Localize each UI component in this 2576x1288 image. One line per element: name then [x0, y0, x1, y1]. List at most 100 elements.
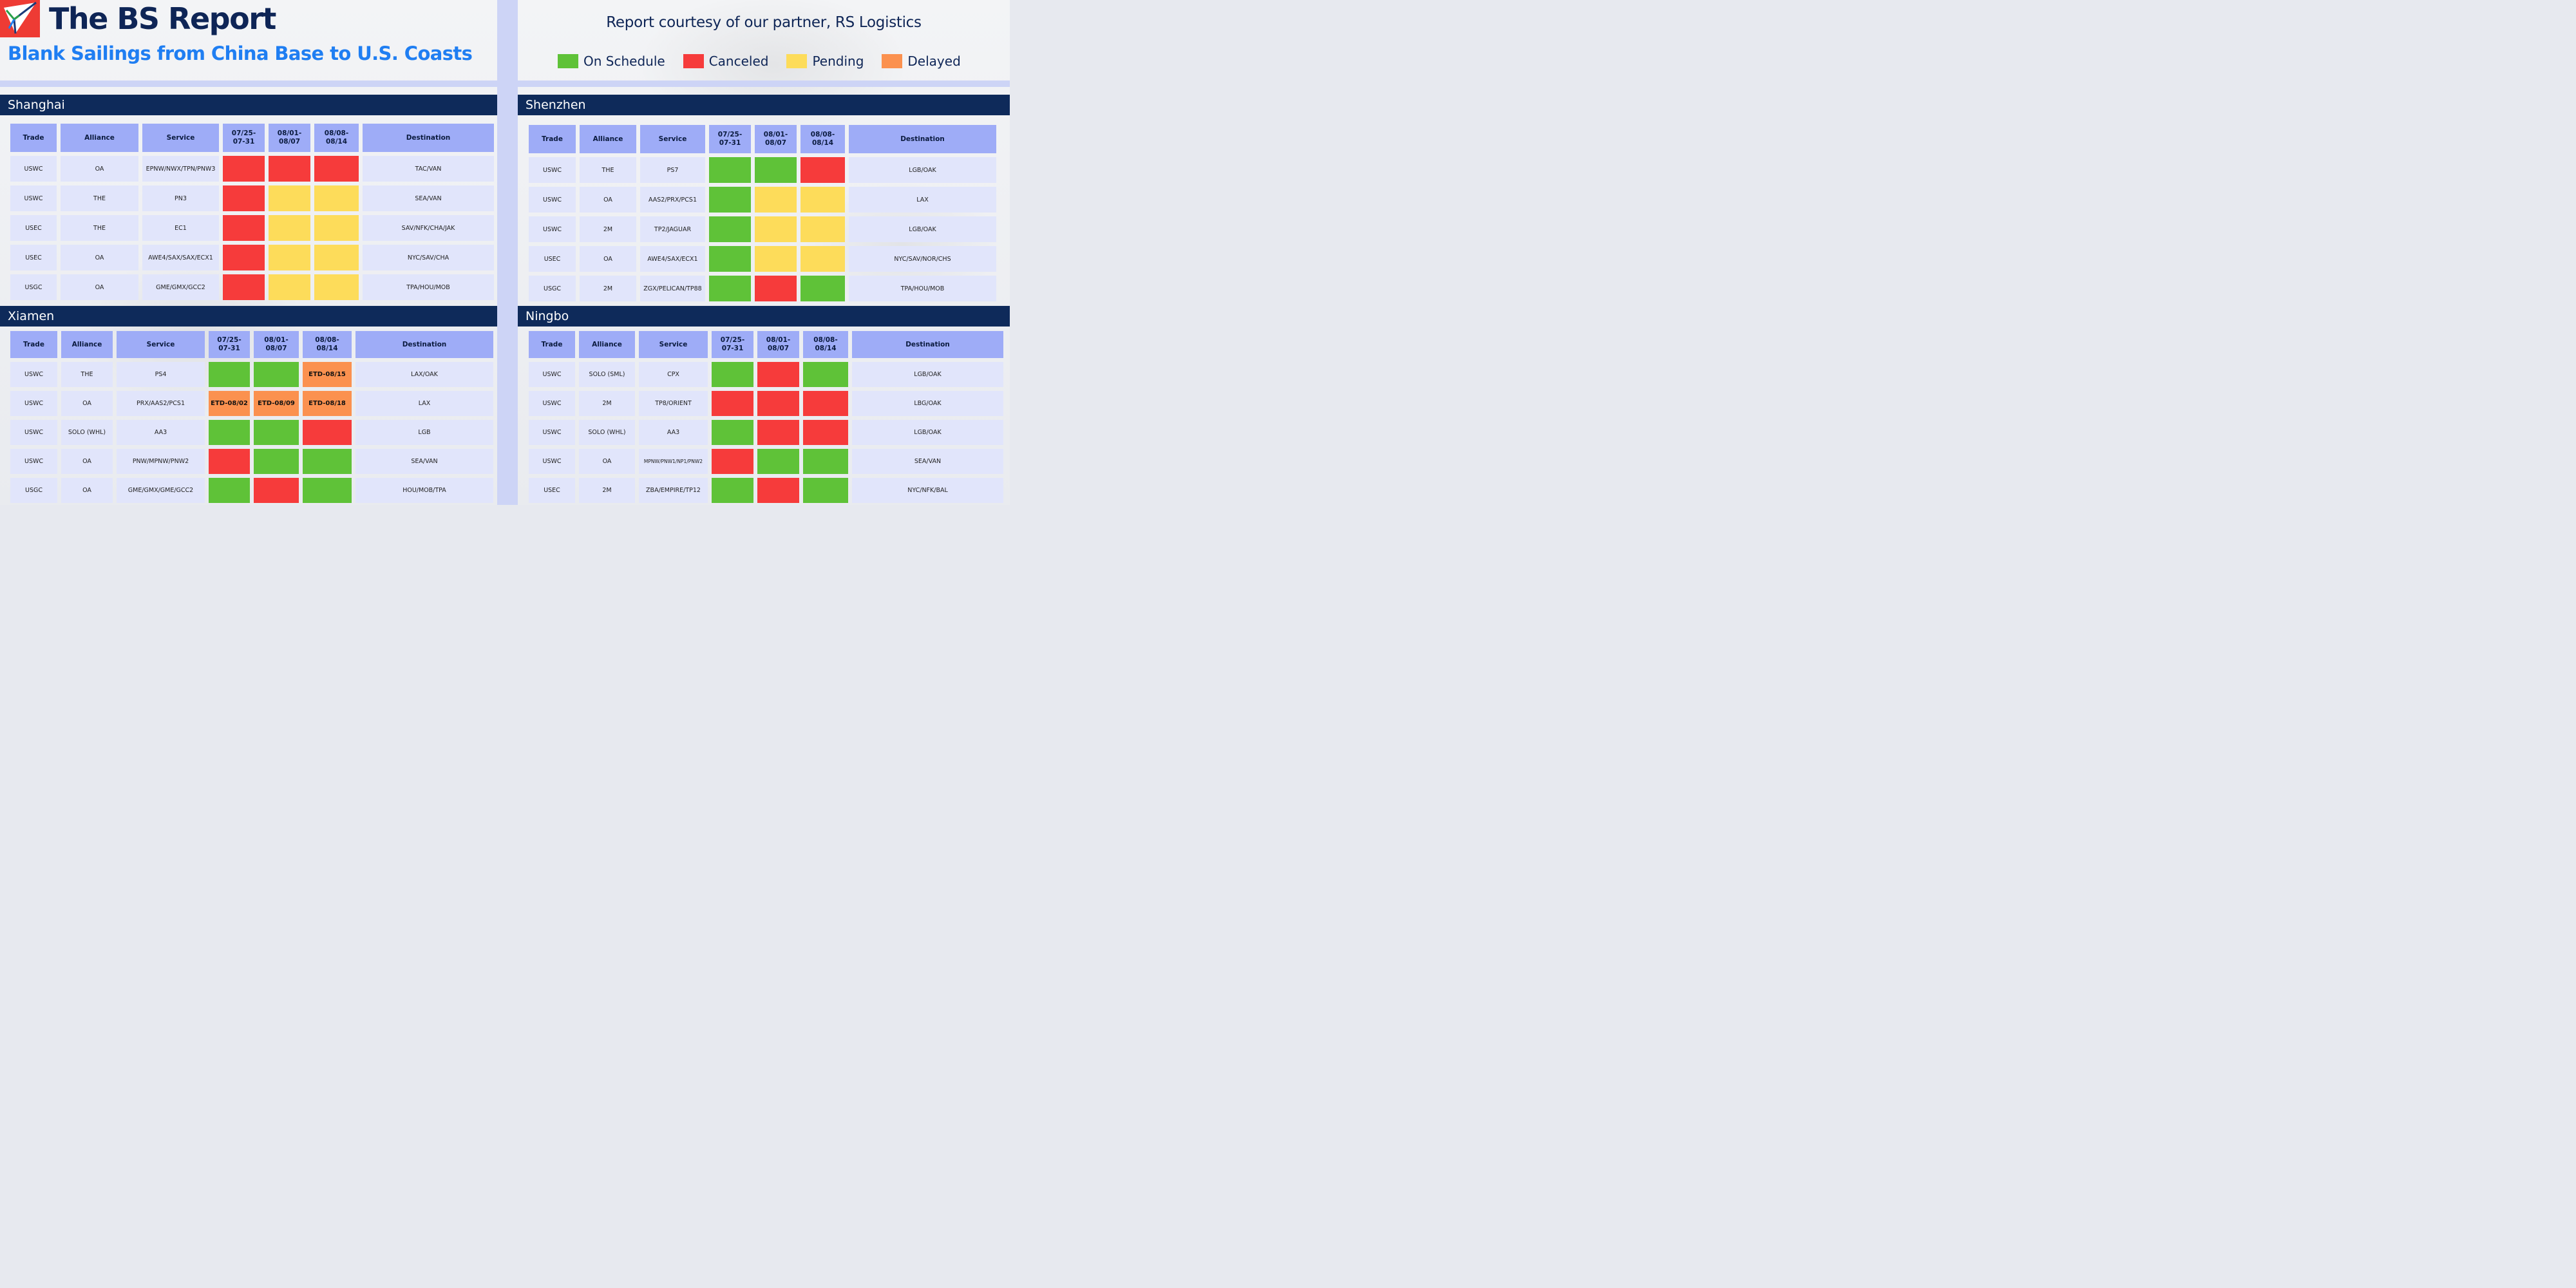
panel-title: Ningbo — [518, 306, 1010, 327]
status-cell — [757, 478, 799, 503]
status-cell — [803, 362, 848, 387]
status-cell — [803, 420, 848, 445]
status-cell — [254, 420, 299, 445]
destination-cell: NYC/SAV/NOR/CHS — [849, 246, 996, 272]
table-row: USWC OA PRX/AAS2/PCS1 ETD-08/02 ETD-08/09 ETD… — [8, 389, 495, 418]
trade-cell: USWC — [529, 449, 575, 474]
alliance-cell: 2M — [580, 216, 636, 242]
destination-cell: SEA/VAN — [852, 449, 1003, 474]
service-cell: GME/GMX/GME/GCC2 — [117, 478, 205, 503]
status-cell — [314, 274, 359, 300]
column-header: 07/25- 07-31 — [712, 331, 753, 358]
table-row: USEC THE EC1 SAV/NFK/CHA/JAK — [8, 213, 496, 243]
column-header: Trade — [529, 125, 576, 153]
status-cell — [709, 276, 751, 301]
legend-swatch — [786, 54, 808, 68]
status-cell — [314, 156, 359, 182]
destination-cell: TAC/VAN — [363, 156, 494, 182]
panel-ningbo: Ningbo Trade Alliance Service 07/25- 07-31 08… — [518, 306, 1010, 505]
status-cell — [223, 215, 265, 241]
status-cell — [803, 391, 848, 416]
destination-cell: TPA/HOU/MOB — [849, 276, 996, 301]
trade-cell: USWC — [10, 420, 57, 445]
blank-sailings-table: Trade Alliance Service 07/25- 07-31 08/01- 0… — [8, 122, 496, 302]
status-cell — [254, 362, 299, 387]
table-row: USWC THE PS7 LGB/OAK — [527, 155, 998, 185]
alliance-cell: THE — [580, 157, 636, 183]
destination-cell: SEA/VAN — [363, 185, 494, 211]
panel-title: Shenzhen — [518, 95, 1010, 115]
table-row: USWC SOLO (SML) CPX LGB/OAK — [527, 360, 1005, 389]
blank-sailings-table: Trade Alliance Service 07/25- 07-31 08/01- 0… — [8, 329, 495, 505]
status-cell — [269, 156, 310, 182]
trade-cell: USWC — [529, 157, 576, 183]
column-header: Destination — [363, 124, 494, 152]
status-cell — [209, 420, 250, 445]
status-cell — [712, 420, 753, 445]
destination-cell: TPA/HOU/MOB — [363, 274, 494, 300]
table-row: USWC 2M TP8/ORIENT LBG/OAK — [527, 389, 1005, 418]
destination-cell: SAV/NFK/CHA/JAK — [363, 215, 494, 241]
legend-label: On Schedule — [583, 53, 665, 69]
service-cell: PNW/MPNW/PNW2 — [117, 449, 205, 474]
status-cell — [209, 449, 250, 474]
alliance-cell: SOLO (WHL) — [579, 420, 635, 445]
service-cell: AWE4/SAX/SAX/ECX1 — [142, 245, 219, 270]
destination-cell: LBG/OAK — [852, 391, 1003, 416]
service-cell: CPX — [639, 362, 708, 387]
status-cell — [223, 274, 265, 300]
status-cell — [269, 245, 310, 270]
legend-swatch — [558, 54, 578, 68]
status-cell — [803, 478, 848, 503]
alliance-cell: OA — [580, 246, 636, 272]
trade-cell: USGC — [10, 274, 57, 300]
alliance-cell: OA — [580, 187, 636, 213]
column-header: 08/08- 08/14 — [800, 125, 845, 153]
column-header: Service — [640, 125, 705, 153]
column-header: Alliance — [579, 331, 635, 358]
destination-cell: LGB/OAK — [849, 157, 996, 183]
trade-cell: USWC — [10, 362, 57, 387]
alliance-cell: THE — [61, 362, 113, 387]
column-header: Service — [639, 331, 708, 358]
alliance-cell: SOLO (WHL) — [61, 420, 113, 445]
status-cell — [712, 478, 753, 503]
legend-item-pen: Pending — [786, 53, 864, 69]
trade-cell: USEC — [10, 215, 57, 241]
column-header: Destination — [852, 331, 1003, 358]
column-header: Destination — [355, 331, 493, 358]
column-header: Service — [142, 124, 219, 152]
trade-cell: USEC — [10, 245, 57, 270]
status-cell — [223, 156, 265, 182]
status-cell: ETD-08/15 — [303, 362, 352, 387]
table-row: USGC OA GME/GMX/GCC2 TPA/HOU/MOB — [8, 272, 496, 302]
legend-label: Delayed — [907, 53, 961, 69]
legend-swatch — [882, 54, 903, 68]
trade-cell: USWC — [10, 185, 57, 211]
table-row: USEC OA AWE4/SAX/ECX1 NYC/SAV/NOR/CHS — [527, 244, 998, 274]
column-header: Trade — [10, 124, 57, 152]
trade-cell: USWC — [10, 156, 57, 182]
column-header: Destination — [849, 125, 996, 153]
alliance-cell: 2M — [579, 478, 635, 503]
destination-cell: SEA/VAN — [355, 449, 493, 474]
panel-title: Shanghai — [0, 95, 497, 115]
courtesy-text: Report courtesy of our partner, RS Logis… — [606, 14, 922, 31]
status-cell — [800, 157, 845, 183]
trade-cell: USWC — [529, 420, 575, 445]
status-cell — [303, 478, 352, 503]
table-row: USWC OA AAS2/PRX/PCS1 LAX — [527, 185, 998, 214]
trade-cell: USWC — [529, 362, 575, 387]
legend-item-can: Canceled — [683, 53, 768, 69]
status-cell — [254, 478, 299, 503]
page-title: The BS Report — [49, 1, 276, 36]
panel-shenzhen: Shenzhen Trade Alliance Service 07/25- 07-31… — [518, 95, 1010, 303]
column-header: 07/25- 07-31 — [209, 331, 250, 358]
alliance-cell: SOLO (SML) — [579, 362, 635, 387]
status-cell — [209, 362, 250, 387]
status-cell — [314, 245, 359, 270]
alliance-cell: OA — [579, 449, 635, 474]
service-cell: ZBA/EMPIRE/TP12 — [639, 478, 708, 503]
service-cell: PS7 — [640, 157, 705, 183]
alliance-cell: THE — [61, 185, 138, 211]
